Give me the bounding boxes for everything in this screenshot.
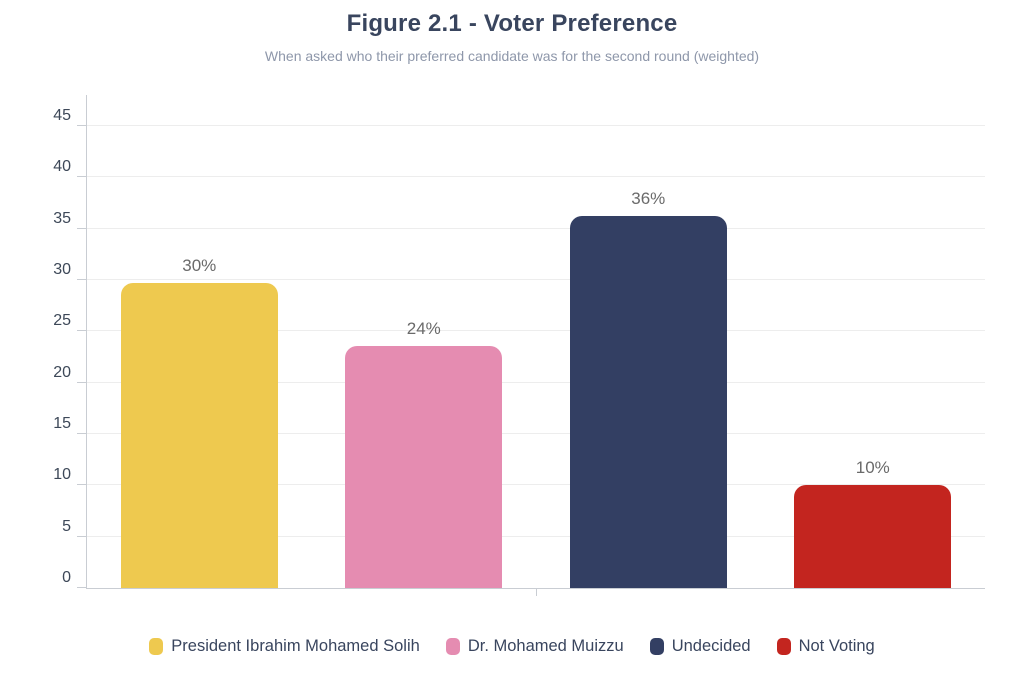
y-tick-label-10: 10 [53,466,71,484]
y-tick-label-35: 35 [53,209,71,227]
y-tick-mark-15 [77,432,87,434]
bar-value-label: 24% [406,318,441,338]
bar-value-label: 36% [631,189,666,209]
bar-president-ibrahim-mohamed-solih[interactable] [120,282,278,588]
y-tick-mark-0 [77,587,87,588]
legend-swatch-icon [445,638,460,655]
legend-swatch-icon [649,638,664,655]
bar-undecided[interactable] [569,216,727,588]
y-tick-mark-10 [77,484,87,486]
gridline-y-40 [87,176,985,178]
legend-label: Dr. Mohamed Muizzu [467,637,624,655]
y-tick-label-30: 30 [53,260,71,278]
legend-item-president-ibrahim-mohamed-solih[interactable]: President Ibrahim Mohamed Solih [149,637,420,656]
y-tick-label-5: 5 [62,517,71,535]
y-tick-mark-5 [77,535,87,537]
gridline-y-30 [87,278,985,280]
plot-area: 0 5 10 15 20 25 30 35 40 45 30% 24% 36% 10% [53,95,985,596]
y-tick-mark-25 [77,330,87,332]
legend-item-undecided[interactable]: Undecided [649,637,751,656]
y-tick-mark-30 [77,278,87,280]
y-tick-label-20: 20 [53,363,71,381]
legend: President Ibrahim Mohamed Solih Dr. Moham… [0,637,1024,656]
chart-subtitle: When asked who their preferred candidate… [264,48,760,64]
y-tick-label-15: 15 [53,414,71,432]
legend-swatch-icon [776,638,791,655]
legend-item-not-voting[interactable]: Not Voting [776,637,875,656]
gridline-y-10 [87,484,985,486]
bar-dr-mohamed-muizzu[interactable] [345,345,503,588]
legend-label: President Ibrahim Mohamed Solih [171,637,420,655]
gridline-y-45 [87,124,985,126]
legend-label: Not Voting [798,637,875,655]
legend-swatch-icon [149,638,164,655]
y-tick-label-40: 40 [53,158,71,176]
gridline-y-15 [87,432,985,434]
gridline-y-20 [87,381,985,383]
legend-item-dr-mohamed-muizzu[interactable]: Dr. Mohamed Muizzu [445,637,624,656]
y-tick-mark-45 [77,124,87,126]
y-tick-label-0: 0 [62,569,71,586]
x-axis-mid-tick [536,589,537,596]
bar-not-voting[interactable] [794,485,952,588]
bar-value-label: 30% [182,255,217,275]
y-tick-mark-35 [77,227,87,229]
legend-label: Undecided [671,637,751,655]
y-tick-label-25: 25 [53,312,71,330]
y-tick-mark-40 [77,176,87,178]
y-tick-label-45: 45 [53,106,71,124]
gridline-y-5 [87,535,985,537]
bar-value-label: 10% [855,458,890,478]
gridline-y-35 [87,227,985,229]
y-tick-mark-20 [77,381,87,383]
chart-title: Figure 2.1 - Voter Preference [346,10,678,37]
gridline-y-25 [87,330,985,332]
